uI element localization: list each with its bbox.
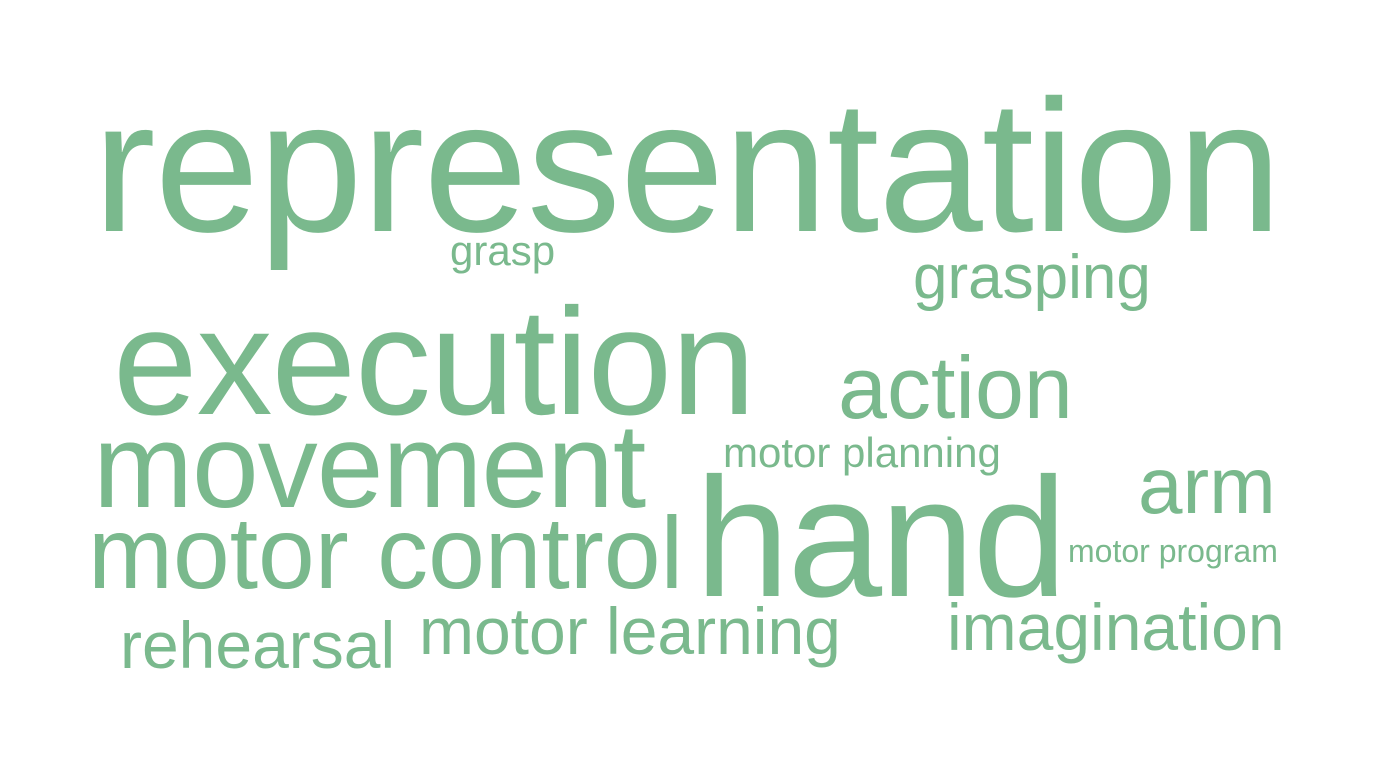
- word-motor-program: motor program: [1068, 533, 1278, 569]
- word-execution: execution: [113, 277, 756, 447]
- word-hand: hand: [695, 443, 1067, 633]
- word-motor-control: motor control: [88, 496, 684, 610]
- word-representation: representation: [93, 61, 1282, 271]
- word-motor-planning: motor planning: [723, 429, 1001, 476]
- word-rehearsal: rehearsal: [120, 608, 396, 682]
- word-arm: arm: [1138, 441, 1276, 530]
- word-movement: movement: [93, 399, 646, 533]
- word-grasping: grasping: [913, 243, 1151, 312]
- word-motor-learning: motor learning: [419, 594, 841, 668]
- word-imagination: imagination: [947, 590, 1285, 664]
- word-grasp: grasp: [450, 227, 556, 274]
- word-action: action: [838, 338, 1073, 437]
